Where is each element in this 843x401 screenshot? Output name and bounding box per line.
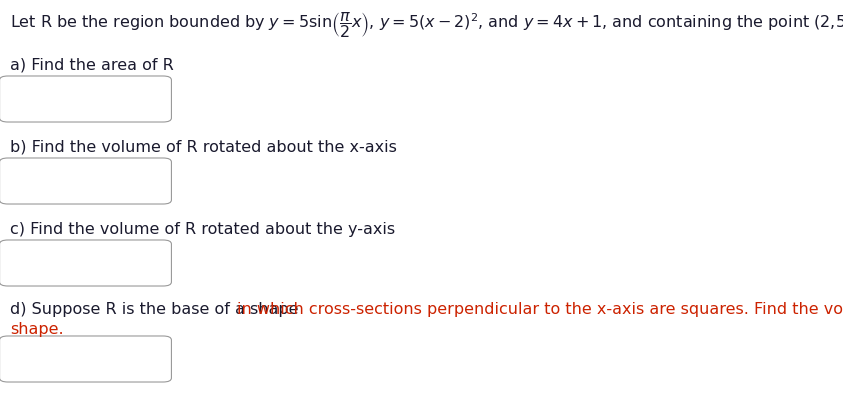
Text: b) Find the volume of R rotated about the x-axis: b) Find the volume of R rotated about th… [10, 140, 397, 155]
Text: Let R be the region bounded by $y = 5\sin\!\left(\dfrac{\pi}{2}x\right)$, $y = 5: Let R be the region bounded by $y = 5\si… [10, 10, 843, 40]
FancyBboxPatch shape [0, 158, 171, 204]
FancyBboxPatch shape [0, 240, 171, 286]
Text: shape.: shape. [10, 322, 64, 337]
Text: in which cross-sections perpendicular to the x-axis are squares. Find the volume: in which cross-sections perpendicular to… [237, 302, 843, 317]
Text: d) Suppose R is the base of a shape: d) Suppose R is the base of a shape [10, 302, 303, 317]
FancyBboxPatch shape [0, 336, 171, 382]
Text: c) Find the volume of R rotated about the y-axis: c) Find the volume of R rotated about th… [10, 222, 395, 237]
Text: a) Find the area of R: a) Find the area of R [10, 58, 174, 73]
FancyBboxPatch shape [0, 76, 171, 122]
